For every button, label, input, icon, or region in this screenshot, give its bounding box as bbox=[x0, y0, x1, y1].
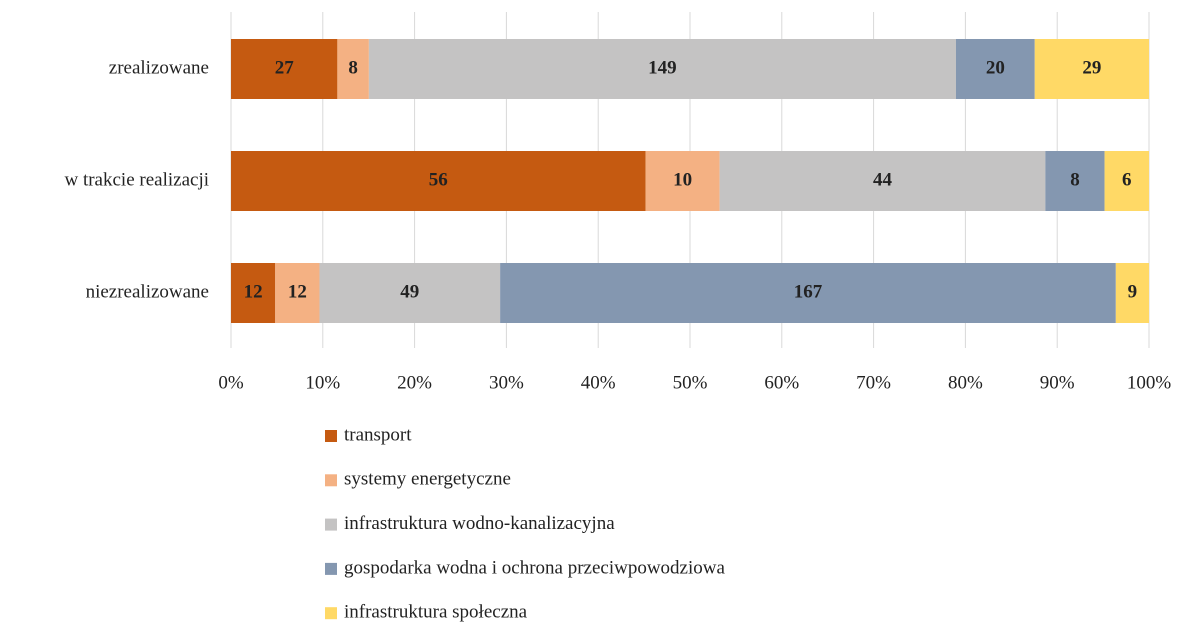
bar-segment bbox=[1104, 151, 1149, 211]
bar-segment bbox=[645, 151, 720, 211]
bar-segment bbox=[719, 151, 1046, 211]
x-tick-label: 70% bbox=[856, 372, 891, 393]
legend-swatch bbox=[325, 562, 337, 575]
value-label: 20 bbox=[986, 57, 1005, 78]
legend-label: systemy energetyczne bbox=[344, 469, 511, 490]
bar-segment bbox=[368, 39, 956, 99]
x-tick-label: 80% bbox=[948, 372, 983, 393]
x-tick-label: 30% bbox=[489, 372, 524, 393]
x-tick-label: 90% bbox=[1040, 372, 1075, 393]
bar-segment bbox=[275, 263, 320, 323]
legend-label: infrastruktura społeczna bbox=[344, 602, 528, 623]
legend-swatch bbox=[325, 518, 337, 531]
y-tick-label: zrealizowane bbox=[109, 57, 209, 78]
value-label: 56 bbox=[429, 169, 448, 190]
legend-swatch bbox=[325, 474, 337, 487]
legend-label: gospodarka wodna i ochrona przeciwpowodz… bbox=[344, 557, 725, 578]
value-label: 6 bbox=[1122, 169, 1132, 190]
value-label: 29 bbox=[1082, 57, 1101, 78]
x-tick-label: 60% bbox=[764, 372, 799, 393]
bar-segment bbox=[1045, 151, 1105, 211]
bar-segment bbox=[231, 263, 276, 323]
y-tick-label: w trakcie realizacji bbox=[64, 169, 209, 190]
legend-swatch bbox=[325, 607, 337, 620]
legend-label: infrastruktura wodno-kanalizacyjna bbox=[344, 513, 615, 534]
x-tick-label: 0% bbox=[218, 372, 244, 393]
legend-label: transport bbox=[344, 424, 412, 445]
bar-segment bbox=[500, 263, 1116, 323]
bar-segment bbox=[231, 39, 338, 99]
bar-segment bbox=[955, 39, 1035, 99]
legend-swatch bbox=[325, 430, 337, 442]
bar-segment bbox=[1034, 39, 1149, 99]
bar-segment bbox=[319, 263, 501, 323]
value-label: 49 bbox=[400, 281, 419, 302]
x-tick-label: 40% bbox=[581, 372, 616, 393]
value-label: 149 bbox=[648, 57, 677, 78]
value-label: 44 bbox=[873, 169, 893, 190]
x-tick-label: 10% bbox=[305, 372, 340, 393]
value-label: 9 bbox=[1128, 281, 1138, 302]
value-label: 10 bbox=[673, 169, 692, 190]
bar-segment bbox=[337, 39, 369, 99]
value-label: 12 bbox=[244, 281, 263, 302]
value-label: 8 bbox=[1070, 169, 1080, 190]
value-label: 167 bbox=[794, 281, 823, 302]
value-label: 27 bbox=[275, 57, 295, 78]
x-tick-label: 20% bbox=[397, 372, 432, 393]
bar-segment bbox=[231, 151, 646, 211]
y-tick-label: niezrealizowane bbox=[86, 281, 209, 302]
x-tick-label: 100% bbox=[1127, 372, 1172, 393]
value-label: 8 bbox=[348, 57, 358, 78]
value-label: 12 bbox=[288, 281, 307, 302]
x-tick-label: 50% bbox=[673, 372, 708, 393]
bar-segment bbox=[1115, 263, 1149, 323]
